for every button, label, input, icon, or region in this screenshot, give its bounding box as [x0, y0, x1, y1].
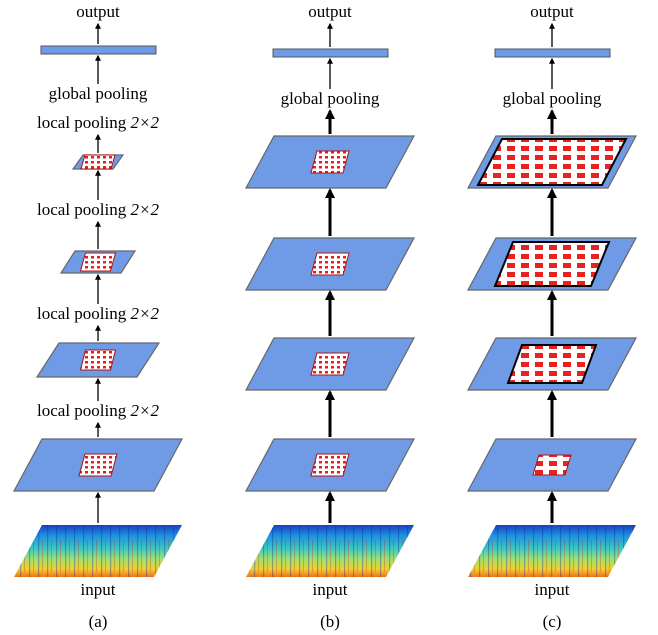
- receptive-field: [508, 345, 596, 383]
- pooling-factor: 2×2: [131, 304, 160, 323]
- label-text: global pooling: [49, 84, 148, 103]
- output-bar: [41, 46, 156, 54]
- layer-label: global pooling: [503, 89, 602, 108]
- receptive-field: [311, 151, 349, 173]
- label-text: global pooling: [503, 89, 602, 108]
- pooling-factor: 2×2: [131, 113, 160, 132]
- pooling-factor: 2×2: [131, 200, 160, 219]
- receptive-field: [311, 454, 349, 476]
- output-bar: [273, 49, 388, 57]
- input-label: input: [535, 580, 570, 599]
- layer-label: local pooling 2×2: [37, 304, 159, 323]
- label-text: global pooling: [281, 89, 380, 108]
- receptive-field: [81, 253, 116, 271]
- input-label: input: [313, 580, 348, 599]
- spectrogram-texture: [246, 525, 414, 577]
- receptive-field: [79, 454, 117, 476]
- receptive-field: [81, 350, 116, 370]
- layer-label: local pooling 2×2: [37, 113, 159, 132]
- layer-label: local pooling 2×2: [37, 401, 159, 420]
- layer-label: local pooling 2×2: [37, 200, 159, 219]
- layer-label: global pooling: [49, 84, 148, 103]
- caption: (b): [320, 612, 340, 631]
- label-text: local pooling: [37, 304, 127, 323]
- spectrogram-texture: [468, 525, 636, 577]
- receptive-field: [81, 155, 115, 169]
- receptive-field: [495, 242, 609, 286]
- receptive-field: [533, 455, 571, 475]
- output-label: output: [308, 2, 352, 21]
- figure: input(a)local pooling 2×2local pooling 2…: [0, 0, 658, 635]
- caption: (a): [89, 612, 108, 631]
- layer-label: global pooling: [281, 89, 380, 108]
- input-label: input: [81, 580, 116, 599]
- caption: (c): [543, 612, 562, 631]
- spectrogram-texture: [14, 525, 182, 577]
- receptive-field: [311, 353, 349, 375]
- receptive-field: [478, 139, 626, 185]
- output-label: output: [76, 2, 120, 21]
- pooling-factor: 2×2: [131, 401, 160, 420]
- output-label: output: [530, 2, 574, 21]
- label-text: local pooling: [37, 200, 127, 219]
- label-text: local pooling: [37, 113, 127, 132]
- receptive-field: [311, 253, 349, 275]
- label-text: local pooling: [37, 401, 127, 420]
- output-bar: [495, 49, 610, 57]
